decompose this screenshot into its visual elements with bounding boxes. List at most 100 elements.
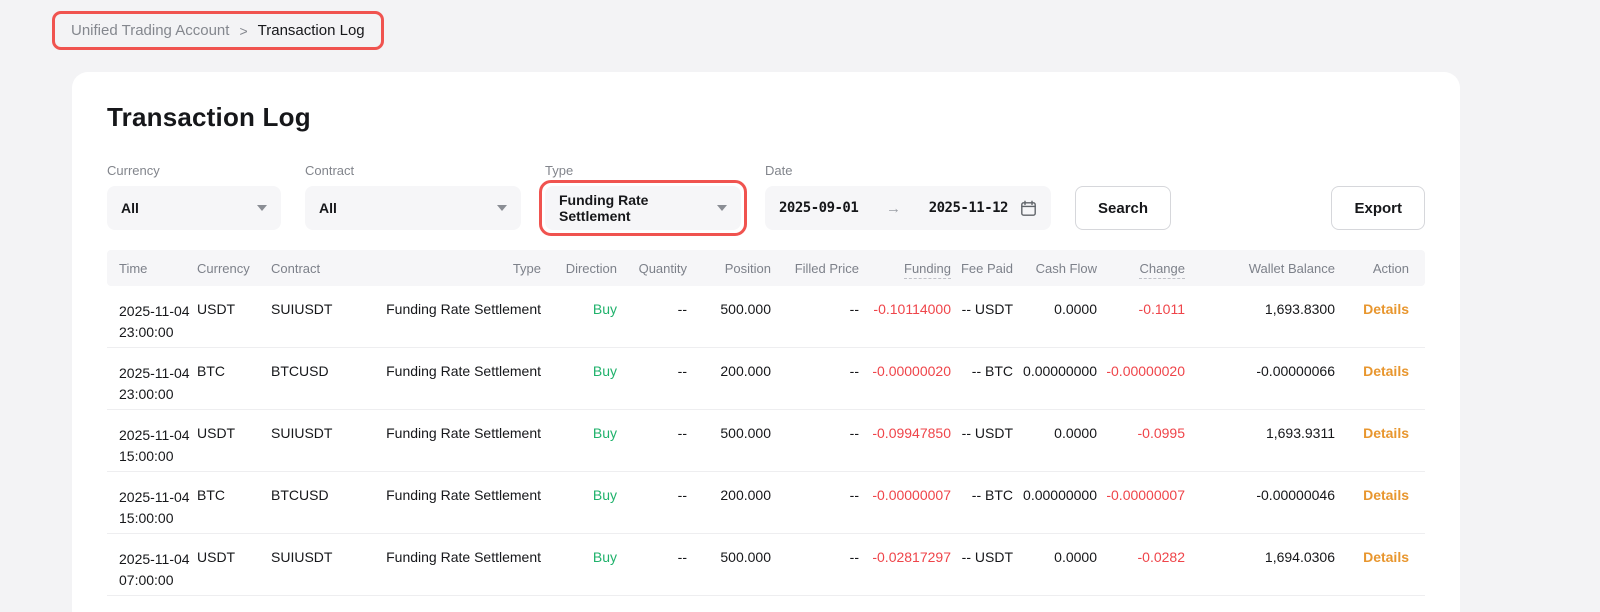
cell-quantity: -- xyxy=(677,487,687,503)
column-header-time: Time xyxy=(119,260,148,276)
table-header-row: Time Currency Contract Type Direction Quantit… xyxy=(107,250,1425,286)
cell-cash_flow: 0.0000 xyxy=(1054,425,1097,441)
cell-time: 2025-11-04 15:00:00 xyxy=(119,427,190,464)
column-header-action: Action xyxy=(1372,260,1409,276)
cell-funding: -0.02817297 xyxy=(872,549,951,565)
cell-cash_flow: 0.00000000 xyxy=(1023,363,1097,379)
cell-fee_paid: -- BTC xyxy=(971,487,1013,503)
cell-time: 2025-11-04 23:00:00 xyxy=(119,303,190,340)
export-button[interactable]: Export xyxy=(1331,186,1425,230)
table-row: 2025-11-04 23:00:00 BTC BTCUSD Funding Rate … xyxy=(107,348,1425,410)
date-end-value: 2025-11-12 xyxy=(928,200,1009,216)
column-header-fee_paid: Fee Paid xyxy=(960,260,1013,276)
chevron-down-icon xyxy=(717,205,727,211)
cell-filled_price: -- xyxy=(849,487,859,503)
cell-position: 500.000 xyxy=(720,549,771,565)
cell-cash_flow: 0.0000 xyxy=(1054,301,1097,317)
cell-currency: BTC xyxy=(197,363,225,379)
annotation-box-type-filter: Funding Rate Settlement xyxy=(539,180,747,236)
type-select-value: Funding Rate Settlement xyxy=(559,192,649,224)
arrow-right-icon: → xyxy=(886,199,901,217)
cell-time: 2025-11-04 15:00:00 xyxy=(119,489,190,526)
date-start-value: 2025-09-01 xyxy=(779,200,859,216)
cell-change: -0.00000020 xyxy=(1106,363,1185,379)
cell-quantity: -- xyxy=(677,549,687,565)
cell-change: -0.1011 xyxy=(1138,301,1185,317)
cell-fee_paid: -- USDT xyxy=(961,301,1013,317)
breadcrumb-item-unified-trading-account[interactable]: Unified Trading Account xyxy=(71,22,230,39)
currency-select[interactable]: All xyxy=(107,186,281,230)
cell-funding: -0.10114000 xyxy=(873,301,951,317)
cell-wallet_balance: 1,694.0306 xyxy=(1264,549,1335,565)
cell-position: 200.000 xyxy=(720,487,771,503)
cell-contract: SUIUSDT xyxy=(271,549,333,565)
table-body: 2025-11-04 23:00:00 USDT SUIUSDT Funding Rat… xyxy=(107,286,1425,596)
type-select[interactable]: Funding Rate Settlement xyxy=(545,186,741,230)
cell-fee_paid: -- BTC xyxy=(971,363,1013,379)
table-row: 2025-11-04 23:00:00 USDT SUIUSDT Funding Rat… xyxy=(107,286,1425,348)
cell-fee_paid: -- USDT xyxy=(961,549,1013,565)
column-header-change[interactable]: Change xyxy=(1097,260,1185,279)
cell-quantity: -- xyxy=(677,425,687,441)
cell-type: Funding Rate Settlement xyxy=(386,425,541,441)
cell-action[interactable]: Details xyxy=(1363,549,1409,565)
cell-funding: -0.00000020 xyxy=(872,363,951,379)
cell-direction: Buy xyxy=(592,487,617,503)
cell-direction: Buy xyxy=(592,363,617,379)
cell-action[interactable]: Details xyxy=(1363,301,1409,317)
cell-action[interactable]: Details xyxy=(1363,363,1409,379)
cell-position: 500.000 xyxy=(720,301,771,317)
contract-select[interactable]: All xyxy=(305,186,521,230)
cell-change: -0.0282 xyxy=(1137,549,1185,565)
contract-filter-label: Contract xyxy=(305,163,355,178)
cell-direction: Buy xyxy=(592,301,617,317)
calendar-icon xyxy=(1020,200,1037,217)
table-row: 2025-11-04 15:00:00 BTC BTCUSD Funding Rate … xyxy=(107,472,1425,534)
cell-contract: BTCUSD xyxy=(271,363,329,379)
chevron-down-icon xyxy=(497,205,507,211)
cell-quantity: -- xyxy=(677,301,687,317)
cell-type: Funding Rate Settlement xyxy=(386,487,541,503)
cell-currency: USDT xyxy=(197,301,236,317)
filter-currency: Currency All xyxy=(107,163,281,230)
cell-wallet_balance: 1,693.8300 xyxy=(1264,301,1335,317)
cell-filled_price: -- xyxy=(849,549,859,565)
column-header-filled_price: Filled Price xyxy=(794,260,859,276)
cell-contract: SUIUSDT xyxy=(271,301,333,317)
cell-time: 2025-11-04 07:00:00 xyxy=(119,551,190,588)
cell-wallet_balance: -0.00000066 xyxy=(1256,363,1335,379)
search-button[interactable]: Search xyxy=(1075,186,1172,230)
cell-filled_price: -- xyxy=(849,425,859,441)
cell-time: 2025-11-04 23:00:00 xyxy=(119,365,190,402)
date-range-picker[interactable]: 2025-09-01 → 2025-11-12 xyxy=(765,186,1051,230)
cell-funding: -0.09947850 xyxy=(872,425,951,441)
cell-currency: BTC xyxy=(197,487,225,503)
chevron-down-icon xyxy=(257,205,267,211)
cell-quantity: -- xyxy=(677,363,687,379)
cell-filled_price: -- xyxy=(849,363,859,379)
cell-direction: Buy xyxy=(592,425,617,441)
cell-action[interactable]: Details xyxy=(1363,425,1409,441)
filters-bar: Currency All Contract All Type Funding R… xyxy=(107,163,1425,236)
column-header-funding[interactable]: Funding xyxy=(859,260,951,279)
column-header-type: Type xyxy=(512,260,541,276)
cell-wallet_balance: 1,693.9311 xyxy=(1265,425,1335,441)
breadcrumb-separator-icon: > xyxy=(239,22,248,39)
cell-action[interactable]: Details xyxy=(1363,487,1409,503)
cell-cash_flow: 0.0000 xyxy=(1054,549,1097,565)
filter-type: Type Funding Rate Settlement xyxy=(539,163,747,236)
contract-select-value: All xyxy=(319,200,337,216)
column-header-cash_flow: Cash Flow xyxy=(1035,260,1097,276)
cell-type: Funding Rate Settlement xyxy=(386,363,541,379)
transaction-table: Time Currency Contract Type Direction Quantit… xyxy=(107,250,1425,596)
breadcrumb: Unified Trading Account > Transaction Lo… xyxy=(71,22,365,39)
cell-cash_flow: 0.00000000 xyxy=(1023,487,1097,503)
filter-date: Date 2025-09-01 → 2025-11-12 xyxy=(765,163,1051,230)
cell-currency: USDT xyxy=(197,425,236,441)
cell-type: Funding Rate Settlement xyxy=(386,301,541,317)
cell-contract: SUIUSDT xyxy=(271,425,333,441)
currency-select-value: All xyxy=(121,200,139,216)
cell-fee_paid: -- USDT xyxy=(961,425,1013,441)
breadcrumb-item-transaction-log: Transaction Log xyxy=(257,22,365,39)
cell-direction: Buy xyxy=(592,549,617,565)
